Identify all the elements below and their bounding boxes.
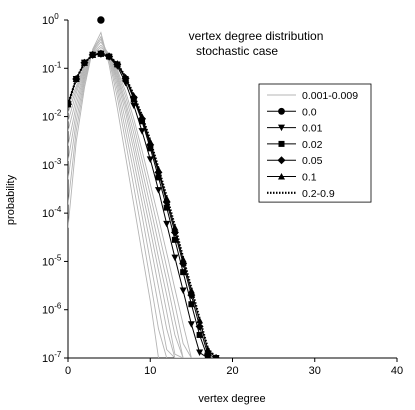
series-line <box>68 52 217 358</box>
data-point <box>163 204 170 211</box>
legend-entry: 0.05 <box>267 155 323 167</box>
legend-entry: 0.001-0.009 <box>267 90 358 102</box>
y-tick-label: 10-7 <box>42 350 62 365</box>
data-point <box>113 60 121 67</box>
data-point <box>155 174 162 181</box>
data-point <box>188 301 195 308</box>
data-point <box>154 166 162 173</box>
y-tick-label: 10-4 <box>42 205 62 220</box>
y-tick-label: 10-3 <box>42 157 62 172</box>
y-axis-title: probability <box>5 174 17 225</box>
data-point <box>214 354 218 358</box>
legend: 0.001-0.009 0.0 0.01 0.02 0.05 0.1 0.2-0.9 <box>258 83 372 203</box>
data-point <box>196 349 204 356</box>
y-tick-label: 10-2 <box>42 109 62 124</box>
data-point <box>89 51 97 58</box>
legend-entry: 0.1 <box>267 172 317 184</box>
data-point <box>187 321 195 328</box>
data-point <box>138 128 146 135</box>
legend-label: 0.05 <box>302 155 323 167</box>
data-point <box>97 16 105 24</box>
data-point <box>180 269 187 276</box>
x-tick-label: 0 <box>65 365 71 377</box>
legend-label: 0.02 <box>302 139 323 151</box>
legend-label: 0.1 <box>302 172 317 184</box>
gray-curve-line <box>68 41 184 358</box>
chart-subtitle: stochastic case <box>196 44 278 58</box>
data-point <box>146 156 154 163</box>
y-tick-label: 100 <box>42 12 59 27</box>
legend-label: 0.01 <box>302 123 323 135</box>
data-point <box>179 287 187 294</box>
chart-title: vertex degree distribution <box>189 29 324 43</box>
legend-entry: 0.0 <box>267 106 317 118</box>
data-point <box>196 331 203 338</box>
legend-entry: 0.2-0.9 <box>267 188 335 200</box>
y-tick-label: 10-5 <box>42 253 62 268</box>
x-tick-label: 40 <box>391 365 403 377</box>
tick-labels: 0 10 20 30 40 100 10-1 10-2 10-3 10-4 10-5 10-6 10-7 <box>42 12 403 377</box>
axes <box>64 19 398 362</box>
legend-entry: 0.01 <box>267 123 323 135</box>
x-tick-label: 30 <box>309 365 321 377</box>
series-0-001-0-009 <box>68 31 208 358</box>
x-tick-label: 20 <box>226 365 238 377</box>
data-point <box>203 350 212 358</box>
x-tick-label: 10 <box>144 365 156 377</box>
gray-curve-line <box>68 35 168 358</box>
gray-curve-line <box>68 31 159 358</box>
data-point <box>163 220 171 228</box>
series-0-2-0-9 <box>68 52 217 358</box>
y-tick-label: 10-6 <box>42 302 62 317</box>
data-point <box>171 236 178 243</box>
y-tick-label: 10-1 <box>42 60 62 75</box>
gray-curve-line <box>68 44 184 358</box>
legend-label: 0.2-0.9 <box>302 188 335 200</box>
legend-box <box>258 83 372 203</box>
legend-marker <box>277 156 286 165</box>
legend-label: 0.0 <box>302 106 317 118</box>
data-point <box>68 100 72 108</box>
data-point <box>72 75 80 82</box>
legend-marker <box>278 124 285 132</box>
gray-curve-line <box>68 38 176 358</box>
series-0-0 <box>97 16 105 24</box>
legend-label: 0.001-0.009 <box>302 90 358 102</box>
series <box>68 16 221 358</box>
data-point <box>171 254 179 262</box>
legend-marker <box>278 173 285 180</box>
x-axis-title: vertex degree <box>198 393 265 405</box>
legend-marker <box>278 140 285 147</box>
data-point <box>154 187 162 194</box>
legend-marker <box>278 107 285 115</box>
legend-entry: 0.02 <box>267 139 323 151</box>
